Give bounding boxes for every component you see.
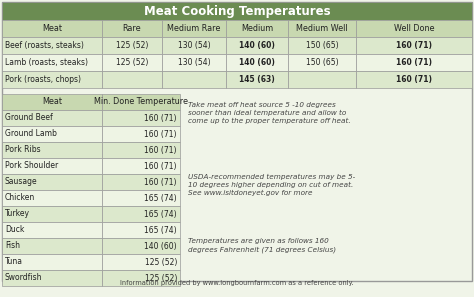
Bar xyxy=(162,20,226,37)
Bar xyxy=(102,110,180,126)
Text: 165 (74): 165 (74) xyxy=(145,225,177,235)
Text: Tuna: Tuna xyxy=(5,257,23,266)
Text: Min. Done Temperature: Min. Done Temperature xyxy=(94,97,188,107)
Bar xyxy=(102,270,180,286)
Text: Information provided by www.longbournfarm.com as a reference only.: Information provided by www.longbournfar… xyxy=(120,280,354,286)
Text: 130 (54): 130 (54) xyxy=(178,58,210,67)
Bar xyxy=(226,20,288,37)
Bar xyxy=(102,238,180,254)
Bar xyxy=(356,20,472,37)
Bar xyxy=(2,37,102,54)
Bar xyxy=(102,142,180,158)
Text: Turkey: Turkey xyxy=(5,209,30,219)
Text: 160 (71): 160 (71) xyxy=(145,146,177,154)
Bar xyxy=(2,142,102,158)
Bar xyxy=(226,54,288,71)
Bar xyxy=(102,20,162,37)
Bar xyxy=(102,158,180,174)
Text: 150 (65): 150 (65) xyxy=(306,58,338,67)
Bar xyxy=(102,71,162,88)
Bar xyxy=(102,54,162,71)
Bar xyxy=(102,126,180,142)
Bar xyxy=(288,37,356,54)
Text: Duck: Duck xyxy=(5,225,24,235)
Text: 125 (52): 125 (52) xyxy=(116,41,148,50)
Bar xyxy=(2,126,102,142)
Bar xyxy=(2,54,102,71)
Text: Swordfish: Swordfish xyxy=(5,274,43,282)
Text: 140 (60): 140 (60) xyxy=(145,241,177,250)
Bar xyxy=(2,94,102,110)
Bar xyxy=(102,206,180,222)
Bar xyxy=(2,190,102,206)
Bar xyxy=(162,37,226,54)
Bar xyxy=(226,71,288,88)
Text: 160 (71): 160 (71) xyxy=(145,129,177,138)
Bar xyxy=(162,71,226,88)
Bar xyxy=(102,222,180,238)
Text: 125 (52): 125 (52) xyxy=(145,274,177,282)
Text: 160 (71): 160 (71) xyxy=(145,113,177,122)
Bar xyxy=(2,71,102,88)
Bar xyxy=(2,174,102,190)
Text: Medium Well: Medium Well xyxy=(296,24,348,33)
Bar xyxy=(288,71,356,88)
Bar xyxy=(102,254,180,270)
Text: Meat: Meat xyxy=(42,97,62,107)
Text: Chicken: Chicken xyxy=(5,194,35,203)
Bar xyxy=(2,206,102,222)
Bar xyxy=(2,238,102,254)
Text: Medium Rare: Medium Rare xyxy=(167,24,221,33)
Bar xyxy=(102,94,180,110)
Text: Beef (roasts, steaks): Beef (roasts, steaks) xyxy=(5,41,84,50)
Bar xyxy=(2,254,102,270)
Bar xyxy=(356,71,472,88)
Text: 140 (60): 140 (60) xyxy=(239,41,275,50)
Bar xyxy=(288,54,356,71)
Text: Well Done: Well Done xyxy=(394,24,434,33)
Text: Pork (roasts, chops): Pork (roasts, chops) xyxy=(5,75,81,84)
Text: Ground Lamb: Ground Lamb xyxy=(5,129,57,138)
Text: Pork Shoulder: Pork Shoulder xyxy=(5,162,58,170)
Bar xyxy=(2,158,102,174)
Text: 160 (71): 160 (71) xyxy=(396,41,432,50)
Text: Pork Ribs: Pork Ribs xyxy=(5,146,41,154)
Text: USDA-recommended temperatures may be 5-
10 degrees higher depending on cut of me: USDA-recommended temperatures may be 5- … xyxy=(188,174,355,196)
Text: Take meat off heat source 5 -10 degrees
sooner than ideal temperature and allow : Take meat off heat source 5 -10 degrees … xyxy=(188,102,351,124)
Bar xyxy=(2,2,472,20)
Text: Fish: Fish xyxy=(5,241,20,250)
Text: 160 (71): 160 (71) xyxy=(145,178,177,187)
Text: 160 (71): 160 (71) xyxy=(396,75,432,84)
Text: Rare: Rare xyxy=(123,24,141,33)
Bar xyxy=(356,37,472,54)
Bar xyxy=(102,174,180,190)
Text: Sausage: Sausage xyxy=(5,178,37,187)
Text: 160 (71): 160 (71) xyxy=(396,58,432,67)
Text: 145 (63): 145 (63) xyxy=(239,75,275,84)
Bar xyxy=(2,20,102,37)
Bar xyxy=(356,54,472,71)
Text: 125 (52): 125 (52) xyxy=(145,257,177,266)
Bar xyxy=(102,37,162,54)
Bar xyxy=(2,222,102,238)
Text: 130 (54): 130 (54) xyxy=(178,41,210,50)
Text: 140 (60): 140 (60) xyxy=(239,58,275,67)
Text: Lamb (roasts, steaks): Lamb (roasts, steaks) xyxy=(5,58,88,67)
Bar xyxy=(288,20,356,37)
Bar xyxy=(2,270,102,286)
Text: 165 (74): 165 (74) xyxy=(145,194,177,203)
Text: 160 (71): 160 (71) xyxy=(145,162,177,170)
Bar xyxy=(102,190,180,206)
Text: 125 (52): 125 (52) xyxy=(116,58,148,67)
Text: Meat Cooking Temperatures: Meat Cooking Temperatures xyxy=(144,4,330,18)
Bar xyxy=(162,54,226,71)
Bar xyxy=(2,110,102,126)
Bar xyxy=(226,37,288,54)
Text: Meat: Meat xyxy=(42,24,62,33)
Text: Temperatures are given as follows 160
degrees Fahrenheit (71 degrees Celsius): Temperatures are given as follows 160 de… xyxy=(188,238,336,253)
Text: 150 (65): 150 (65) xyxy=(306,41,338,50)
Text: Medium: Medium xyxy=(241,24,273,33)
Text: Ground Beef: Ground Beef xyxy=(5,113,53,122)
Text: 165 (74): 165 (74) xyxy=(145,209,177,219)
